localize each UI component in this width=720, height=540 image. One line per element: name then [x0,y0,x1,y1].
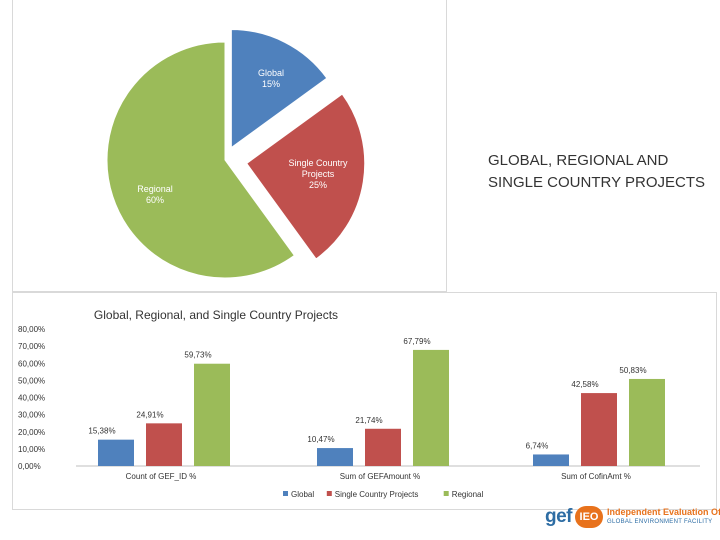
bar-chart-frame [12,292,717,510]
bar-single-country-projects-0 [146,423,182,466]
pie-slice-single-country-projects [246,93,366,260]
category-label: Count of GEF_ID % [126,472,197,481]
y-tick-label: 80,00% [18,325,45,334]
legend-label: Single Country Projects [335,490,419,499]
bar-data-label: 21,74% [355,416,382,425]
bar-data-label: 42,58% [571,380,598,389]
bar-regional-1 [413,349,449,466]
bar-data-label: 10,47% [307,435,334,444]
pie-chart-frame [12,0,447,292]
legend-label: Regional [452,490,484,499]
y-tick-label: 70,00% [18,342,45,351]
slide-title: GLOBAL, REGIONAL AND SINGLE COUNTRY PROJ… [488,152,705,191]
bar-regional-2 [629,378,665,466]
gef-ieo-logo: gef IEO Independent Evaluation Office GL… [545,506,720,528]
bar-data-label: 67,79% [403,337,430,346]
logo-brand: gef [545,506,573,527]
bar-data-label: 50,83% [619,366,646,375]
bar-regional-0 [194,363,230,466]
y-tick-label: 60,00% [18,359,45,368]
logo-line1: Independent Evaluation Office [607,507,720,517]
pie-label-global: Global 15% [258,68,284,89]
legend-swatch [443,491,449,496]
pie-label-single-country-projects: Single Country Projects 25% [288,158,348,190]
legend-label: Global [291,490,314,499]
bar-chart-title: Global, Regional, and Single Country Pro… [94,308,338,322]
category-label: Sum of GEFAmount % [340,472,420,481]
logo-badge: IEO [575,506,603,528]
bar-data-label: 24,91% [136,410,163,419]
bar-single-country-projects-2 [581,393,617,466]
bar-data-label: 15,38% [88,427,115,436]
y-tick-label: 0,00% [18,462,41,471]
pie-label-regional: Regional 60% [137,184,173,205]
y-tick-label: 10,00% [18,445,45,454]
y-tick-label: 50,00% [18,376,45,385]
y-tick-label: 30,00% [18,411,45,420]
bar-data-label: 59,73% [184,351,211,360]
bar-single-country-projects-1 [365,428,401,466]
y-tick-label: 20,00% [18,428,45,437]
legend-swatch [283,491,288,496]
pie-chart: Global 15% Single Country Projects 25% Region… [106,29,366,279]
bar-data-label: 6,74% [526,441,549,450]
logo-line2: GLOBAL ENVIRONMENT FACILITY [607,519,713,525]
pie-slice-global [230,29,328,149]
category-label: Sum of CofinAmt % [561,472,631,481]
legend-swatch [326,491,332,496]
bar-global-2 [533,454,569,466]
bar-global-1 [317,448,353,466]
pie-slice-regional [106,41,296,279]
bar-global-0 [98,439,134,466]
y-tick-label: 40,00% [18,394,45,403]
logo-text: Independent Evaluation Office GLOBAL ENV… [607,507,720,527]
